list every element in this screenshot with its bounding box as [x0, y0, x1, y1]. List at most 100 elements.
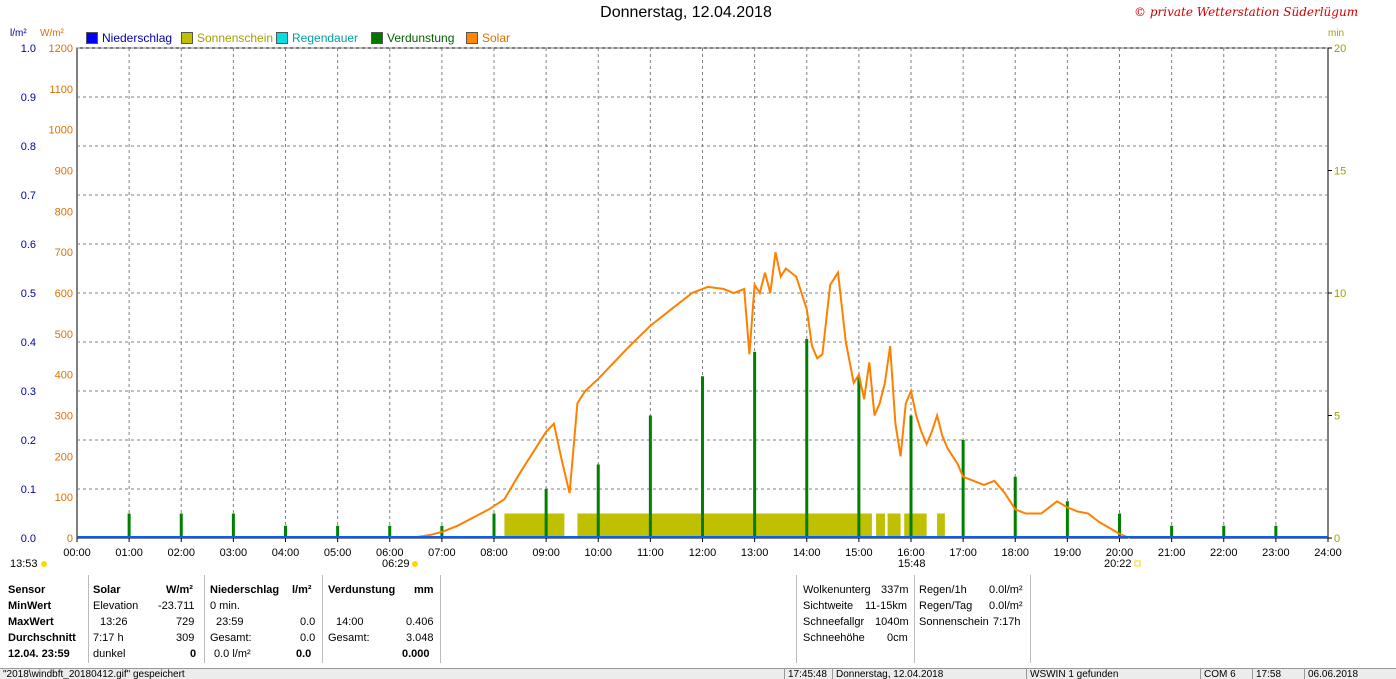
visibility-value: 11-15km — [865, 600, 907, 612]
evaporation-bar — [1274, 525, 1278, 538]
snowline-label: Schneefallgr — [803, 616, 865, 628]
solar-tick-label: 700 — [55, 247, 73, 259]
sensor-max-label: MaxWert — [8, 616, 54, 628]
rain-day-label: Regen/Tag — [919, 600, 973, 612]
x-tick-label: 19:00 — [1054, 547, 1082, 559]
x-tick-label: 17:00 — [949, 547, 977, 559]
x-tick-label: 23:00 — [1262, 547, 1290, 559]
x-tick-label: 20:00 — [1106, 547, 1134, 559]
x-tick-label: 06:00 — [376, 547, 404, 559]
status-device: WSWIN 1 gefunden — [1026, 669, 1200, 679]
evaporation-bar — [1118, 513, 1121, 538]
rain-day-value: 0.0l/m² — [989, 600, 1023, 612]
evap-unit: mm — [414, 584, 434, 596]
solar-current-label: dunkel — [93, 648, 126, 660]
precip-tick-label: 0.3 — [21, 386, 36, 398]
x-tick-label: 02:00 — [167, 547, 195, 559]
x-tick-label: 22:00 — [1210, 547, 1238, 559]
status-port: COM 6 — [1200, 669, 1252, 679]
legend-swatch-solar — [466, 32, 478, 44]
marker-sunmid: 15:48 — [898, 558, 926, 570]
status-bar: "2018\windbft_20180412.gif" gespeichert … — [0, 668, 1396, 679]
sunshine-bar — [504, 513, 565, 538]
solar-avg-duration: 7:17 h — [93, 632, 124, 644]
precip-tick-label: 0.9 — [21, 92, 36, 104]
solar-min-value: -23.711 — [158, 600, 195, 612]
x-tick-label: 03:00 — [220, 547, 248, 559]
precip-min-label: 0 min. — [210, 600, 240, 612]
x-tick-label: 21:00 — [1158, 547, 1186, 559]
legend-label-evaporation: Verdunstung — [387, 31, 455, 45]
legend-item-rainduration: Regendauer — [276, 31, 358, 45]
sunshine-bar — [904, 513, 927, 538]
snowline-value: 1040m — [875, 616, 909, 628]
evaporation-bar — [805, 339, 809, 538]
solar-tick-label: 1200 — [49, 43, 73, 55]
weather-chart: 0.00.10.20.30.40.50.60.70.80.91.00100200… — [10, 43, 1346, 570]
evaporation-bar — [648, 415, 652, 538]
x-tick-label: 24:00 — [1314, 547, 1342, 559]
snowdepth-label: Schneehöhe — [803, 632, 865, 644]
legend-label-sunshine: Sonnenschein — [197, 31, 274, 45]
legend-swatch-precip — [86, 32, 98, 44]
solar-tick-label: 400 — [55, 370, 73, 382]
solar-min-label: Elevation — [93, 600, 139, 612]
solar-max-time: 13:26 — [100, 616, 128, 628]
solar-current-value: 0 — [190, 648, 197, 660]
legend-item-sunshine: Sonnenschein — [181, 31, 273, 45]
x-tick-label: 08:00 — [480, 547, 508, 559]
solar-avg-value: 309 — [176, 632, 195, 644]
cloud-base-value: 337m — [881, 584, 909, 596]
x-tick-label: 07:00 — [428, 547, 456, 559]
precip-current-value: 0.0 — [296, 648, 312, 660]
evaporation-bar — [701, 376, 704, 538]
chart-title: Donnerstag, 12.04.2018 — [600, 4, 772, 21]
rain-hour-value: 0.0l/m² — [989, 584, 1023, 596]
solar-unit-label: W/m² — [40, 28, 64, 39]
solar-tick-label: 0 — [67, 533, 73, 545]
legend-swatch-rainduration — [276, 32, 288, 44]
sunshine-bar — [876, 513, 885, 538]
evaporation-bar — [961, 440, 965, 538]
solar-header: Solar — [93, 584, 121, 596]
solar-tick-label: 300 — [55, 411, 73, 423]
x-tick-label: 14:00 — [793, 547, 821, 559]
stats-panel: Sensor MinWert MaxWert Durchschnitt 12.0… — [0, 575, 1396, 665]
precip-tick-label: 0.2 — [21, 435, 36, 447]
evaporation-bar — [231, 513, 235, 538]
evaporation-bar — [1065, 501, 1069, 538]
stats-evap-column: Verdunstung mm 14:00 0.406 Gesamt: 3.048… — [322, 575, 441, 663]
stats-rain-column: Regen/1h 0.0l/m² Regen/Tag 0.0l/m² Sonne… — [913, 575, 1031, 663]
solar-tick-label: 800 — [55, 206, 73, 218]
cloud-base-label: Wolkenunterg — [803, 584, 871, 596]
evaporation-bar — [753, 351, 757, 538]
x-tick-label: 09:00 — [532, 547, 560, 559]
stats-precip-column: Niederschlag l/m² 0 min. 23:59 0.0 Gesam… — [204, 575, 323, 663]
precip-tick-label: 0.7 — [21, 190, 36, 202]
evaporation-bar — [336, 525, 340, 538]
x-tick-label: 05:00 — [324, 547, 352, 559]
evaporation-bars — [127, 339, 1278, 538]
legend-swatch-evaporation — [371, 32, 383, 44]
legend-swatch-sunshine — [181, 32, 193, 44]
x-tick-label: 10:00 — [584, 547, 612, 559]
precip-total-value: 0.0 — [300, 632, 316, 644]
sunrise-dot-icon — [412, 561, 418, 567]
legend-label-solar: Solar — [482, 31, 511, 45]
sensor-avg-label: Durchschnitt — [8, 632, 76, 644]
x-tick-label: 12:00 — [689, 547, 717, 559]
evap-header: Verdunstung — [328, 584, 396, 596]
evaporation-bar — [127, 513, 131, 538]
precip-unit: l/m² — [292, 584, 312, 596]
sun-dot-icon — [41, 561, 47, 567]
evaporation-bar — [596, 464, 600, 538]
minutes-unit-label: min — [1328, 28, 1345, 39]
status-file: "2018\windbft_20180412.gif" gespeichert — [3, 669, 185, 679]
precip-tick-label: 0.1 — [21, 484, 36, 496]
x-tick-label: 04:00 — [272, 547, 300, 559]
evaporation-bar — [492, 513, 496, 538]
x-axis-ticks: 00:00 01:00 02:00 03:00 04:00 05:00 06:00 07:00… — [63, 538, 1342, 559]
marker-sunset: 20:22 — [1104, 558, 1132, 570]
solar-tick-label: 900 — [55, 166, 73, 178]
solar-tick-label: 100 — [55, 492, 73, 504]
